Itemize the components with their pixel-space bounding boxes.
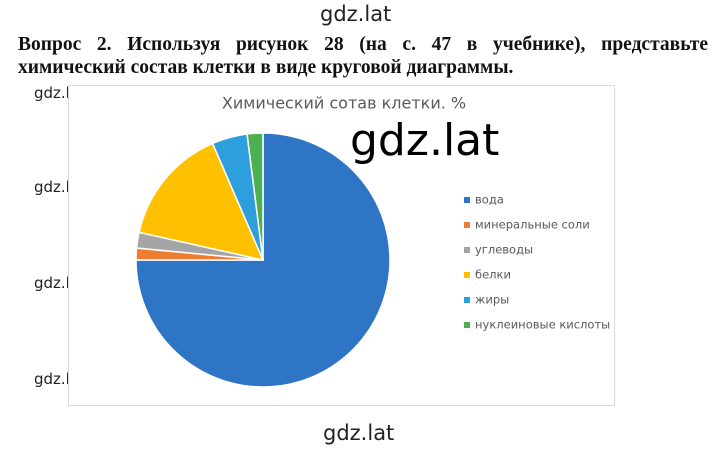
legend-label: вода: [475, 193, 504, 207]
question: Вопрос 2. Используя рисунок 28 (на с. 47…: [18, 34, 708, 78]
chart-title: Химический сотав клетки. %: [222, 94, 466, 113]
legend-label: белки: [475, 268, 511, 282]
legend-swatch: [464, 197, 470, 203]
legend-swatch: [464, 222, 470, 228]
legend-label: нуклеиновые кислоты: [475, 318, 610, 332]
legend-swatch: [464, 272, 470, 278]
watermark: gdz.lat: [320, 2, 392, 26]
watermark: gdz.lat: [597, 395, 601, 398]
pie-slice: [138, 142, 265, 262]
pie-slice: [246, 132, 264, 261]
legend-label: жиры: [475, 293, 509, 307]
legend-swatch: [464, 297, 470, 303]
pie-slice: [135, 132, 391, 388]
watermark: gdz.lat: [350, 115, 500, 166]
legend-swatch: [464, 322, 470, 328]
watermark: gdz.lat: [323, 421, 395, 445]
legend-label: минеральные соли: [475, 218, 590, 232]
legend-label: углеводы: [475, 243, 533, 257]
legend-swatch: [464, 247, 470, 253]
